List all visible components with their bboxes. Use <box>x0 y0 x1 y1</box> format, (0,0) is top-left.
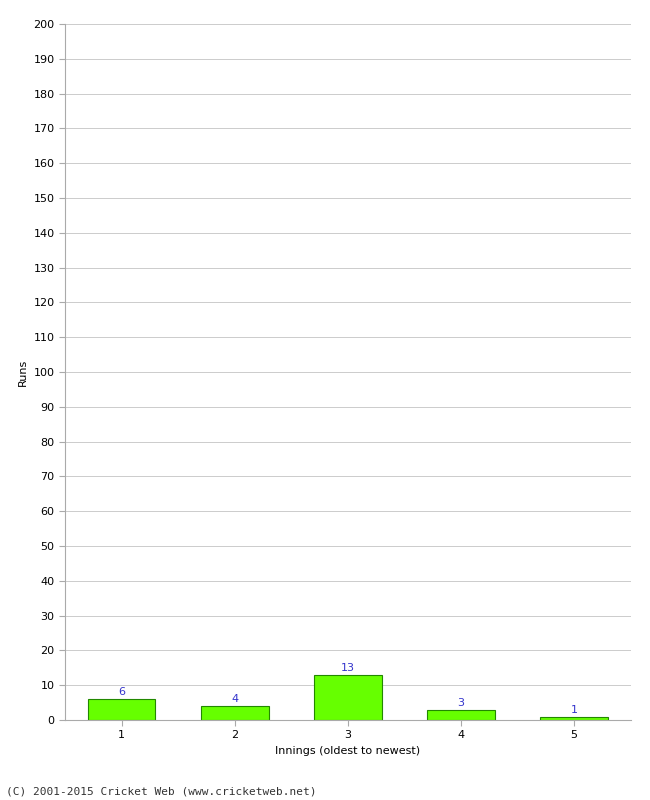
X-axis label: Innings (oldest to newest): Innings (oldest to newest) <box>275 746 421 756</box>
Bar <box>201 706 268 720</box>
Y-axis label: Runs: Runs <box>18 358 28 386</box>
Bar <box>88 699 155 720</box>
Text: 3: 3 <box>458 698 464 708</box>
Text: 4: 4 <box>231 694 238 704</box>
Bar <box>540 717 608 720</box>
Text: 6: 6 <box>118 687 125 698</box>
Bar <box>314 674 382 720</box>
Bar <box>427 710 495 720</box>
Text: (C) 2001-2015 Cricket Web (www.cricketweb.net): (C) 2001-2015 Cricket Web (www.cricketwe… <box>6 786 317 796</box>
Text: 13: 13 <box>341 663 355 673</box>
Text: 1: 1 <box>571 705 577 714</box>
